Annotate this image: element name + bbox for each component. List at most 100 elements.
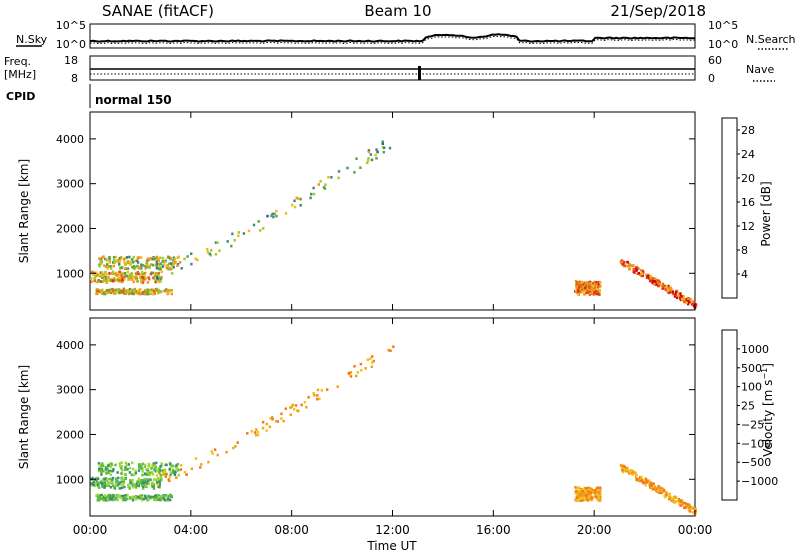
heatmap-cell: [170, 264, 173, 268]
heatmap-cell: [627, 262, 631, 266]
heatmap-cell: [147, 482, 150, 486]
heatmap-cell: [98, 289, 101, 292]
heatmap-cell: [157, 259, 160, 262]
heatmap-cell: [163, 261, 167, 264]
heatmap-cell: [652, 277, 655, 280]
heatmap-cell: [292, 408, 296, 411]
heatmap-cell: [157, 288, 160, 292]
heatmap-cell: [137, 495, 140, 499]
heatmap-cell: [124, 477, 127, 481]
heatmap-cell: [161, 260, 164, 263]
heatmap-cell: [376, 150, 379, 154]
heatmap-cell: [151, 473, 155, 476]
heatmap-cell: [677, 294, 680, 297]
velocity-ylabel: Slant Range [km]: [17, 365, 31, 469]
nave-label: Nave: [746, 63, 774, 76]
heatmap-cell: [131, 278, 134, 282]
heatmap-cell: [271, 212, 274, 216]
heatmap-cell: [104, 265, 108, 268]
x-tick-label: 16:00: [476, 523, 511, 537]
heatmap-cell: [115, 479, 118, 482]
heatmap-cell: [265, 422, 269, 426]
heatmap-cell: [164, 463, 167, 467]
heatmap-cell: [165, 288, 168, 291]
heatmap-cell: [114, 288, 117, 292]
heatmap-cell: [574, 491, 577, 494]
heatmap-cell: [106, 263, 109, 266]
heatmap-cell: [103, 485, 106, 488]
heatmap-cell: [177, 255, 180, 259]
heatmap-cell: [146, 468, 149, 471]
heatmap-cell: [316, 388, 320, 392]
colorbar-tick-label: 24: [741, 148, 755, 161]
heatmap-cell: [320, 389, 323, 392]
nave-tick-bottom: 0: [708, 72, 715, 85]
heatmap-cell: [652, 281, 655, 284]
heatmap-cell: [123, 272, 127, 275]
heatmap-cell: [594, 289, 597, 293]
heatmap-cell: [95, 494, 98, 497]
heatmap-cell: [587, 490, 590, 493]
heatmap-cell: [634, 475, 638, 479]
heatmap-cell: [123, 485, 126, 489]
heatmap-cell: [139, 482, 142, 485]
heatmap-cell: [657, 284, 660, 288]
heatmap-cell: [578, 488, 582, 492]
heatmap-cell: [299, 204, 302, 207]
heatmap-cell: [213, 448, 217, 451]
x-axis-ticks: 00:00 04:00 08:00 12:00 16:00 20:00 00:00: [73, 112, 712, 537]
heatmap-cell: [207, 460, 210, 464]
heatmap-cell: [620, 259, 624, 262]
heatmap-cell: [160, 275, 163, 279]
heatmap-cell: [111, 479, 114, 482]
heatmap-cell: [149, 471, 152, 475]
nave-tick-top: 60: [708, 54, 722, 67]
heatmap-cell: [101, 469, 104, 473]
heatmap-cell: [111, 287, 114, 291]
heatmap-cell: [100, 280, 103, 283]
heatmap-cell: [374, 153, 377, 157]
heatmap-cell: [670, 497, 673, 501]
heatmap-cell: [155, 481, 159, 484]
heatmap-cell: [110, 497, 114, 500]
heatmap-cell: [170, 267, 173, 271]
heatmap-cell: [576, 288, 580, 292]
heatmap-cell: [237, 231, 241, 234]
heatmap-cell: [592, 283, 595, 287]
heatmap-cell: [168, 256, 171, 259]
heatmap-cell: [156, 276, 159, 279]
heatmap-cell: [101, 485, 104, 488]
heatmap-cell: [637, 479, 640, 482]
heatmap-cell: [144, 494, 147, 498]
heatmap-cell: [672, 500, 675, 503]
heatmap-cell: [122, 479, 125, 482]
heatmap-cell: [151, 485, 154, 489]
heatmap-cell: [108, 477, 112, 481]
heatmap-cell: [136, 261, 140, 264]
heatmap-cell: [584, 284, 588, 287]
heatmap-cell: [128, 496, 132, 499]
heatmap-cell: [139, 466, 142, 469]
heatmap-cell: [623, 465, 627, 469]
heatmap-cell: [100, 271, 104, 274]
heatmap-cell: [107, 464, 110, 467]
heatmap-cell: [170, 262, 173, 265]
heatmap-cell: [157, 494, 160, 497]
heatmap-cell: [587, 498, 590, 502]
heatmap-cell: [118, 258, 121, 261]
heatmap-cell: [599, 486, 602, 490]
heatmap-cell: [105, 259, 109, 262]
heatmap-cell: [114, 477, 118, 481]
heatmap-cell: [586, 289, 589, 293]
heatmap-cell: [106, 481, 110, 484]
heatmap-cell: [284, 407, 287, 410]
colorbar-tick-label: 16: [741, 196, 755, 209]
velocity-y-ticks: 1000 2000 3000 4000: [56, 339, 695, 486]
heatmap-cell: [254, 433, 258, 437]
heatmap-cell: [166, 264, 170, 267]
colorbar-tick-label: 1000: [741, 343, 769, 356]
heatmap-cell: [234, 445, 237, 448]
heatmap-cell: [172, 464, 175, 468]
heatmap-cell: [134, 266, 137, 269]
